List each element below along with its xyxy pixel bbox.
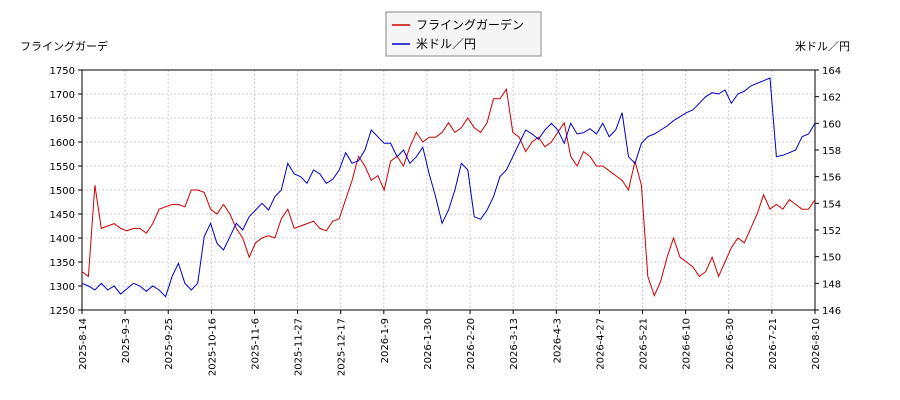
x-tick-label: 2026-6-30 (725, 318, 736, 370)
x-tick-label: 2025-11-27 (294, 318, 305, 376)
left-tick-label: 1550 (50, 162, 75, 173)
series-line-usdjpy (81, 77, 816, 298)
series-layer (81, 77, 816, 298)
x-tick-label: 2026-5-21 (639, 318, 650, 370)
right-axis-title: 米ドル／円 (795, 40, 850, 53)
right-tick-label: 146 (822, 306, 841, 317)
left-tick-label: 1350 (50, 258, 75, 269)
right-tick-label: 158 (822, 146, 841, 157)
x-tick-label: 2026-6-10 (682, 318, 693, 370)
right-tick-label: 164 (822, 66, 841, 77)
left-tick-label: 1400 (50, 234, 75, 245)
x-tick-label: 2025-10-16 (207, 318, 218, 376)
x-tick-label: 2025-12-17 (337, 318, 348, 376)
x-tick-label: 2026-8-10 (811, 318, 822, 370)
left-tick-label: 1700 (50, 90, 75, 101)
x-tick-label: 2025-11-6 (250, 318, 261, 370)
x-tick-label: 2026-1-9 (380, 318, 391, 363)
x-tick-label: 2026-1-30 (423, 318, 434, 370)
left-tick-label: 1250 (50, 306, 75, 317)
x-tick-label: 2025-9-25 (164, 318, 175, 370)
left-tick-label: 1450 (50, 210, 75, 221)
legend-label-usdjpy: 米ドル／円 (416, 37, 476, 51)
right-tick-label: 150 (822, 253, 841, 264)
left-axis-title: フライングガーデ (20, 39, 108, 53)
series-line-flying-garden (81, 87, 816, 297)
x-tick-label: 2025-8-14 (78, 318, 89, 370)
x-tick-label: 2026-3-13 (509, 318, 520, 370)
grid-lines (82, 70, 815, 310)
left-tick-label: 1650 (50, 114, 75, 125)
right-tick-label: 156 (822, 173, 841, 184)
right-axis: 146 148 150 152 154 156 158 160 162 164 (815, 66, 841, 317)
x-tick-label: 2026-7-21 (768, 318, 779, 370)
legend-box (385, 11, 542, 57)
right-tick-label: 160 (822, 119, 841, 130)
right-tick-label: 154 (822, 199, 841, 210)
legend: フライングガーデン 米ドル／円 (385, 11, 542, 57)
right-tick-label: 152 (822, 226, 841, 237)
x-axis: 2025-8-14 2025-9-3 2025-9-25 2025-10-16 2025… (78, 310, 822, 376)
legend-label-flying-garden: フライングガーデン (416, 17, 524, 32)
x-tick-label: 2025-9-3 (121, 318, 132, 363)
right-tick-label: 162 (822, 93, 841, 104)
x-tick-label: 2026-4-3 (552, 318, 563, 363)
left-tick-label: 1300 (50, 282, 75, 293)
x-tick-label: 2026-2-20 (466, 318, 477, 370)
x-tick-label: 2026-4-27 (595, 318, 606, 370)
right-tick-label: 148 (822, 279, 841, 290)
left-tick-label: 1750 (50, 66, 75, 77)
left-tick-label: 1500 (50, 186, 75, 197)
left-tick-label: 1600 (50, 138, 75, 149)
left-axis: 1250 1300 1350 1400 1450 1500 1550 1600 1650 1700… (50, 66, 82, 317)
